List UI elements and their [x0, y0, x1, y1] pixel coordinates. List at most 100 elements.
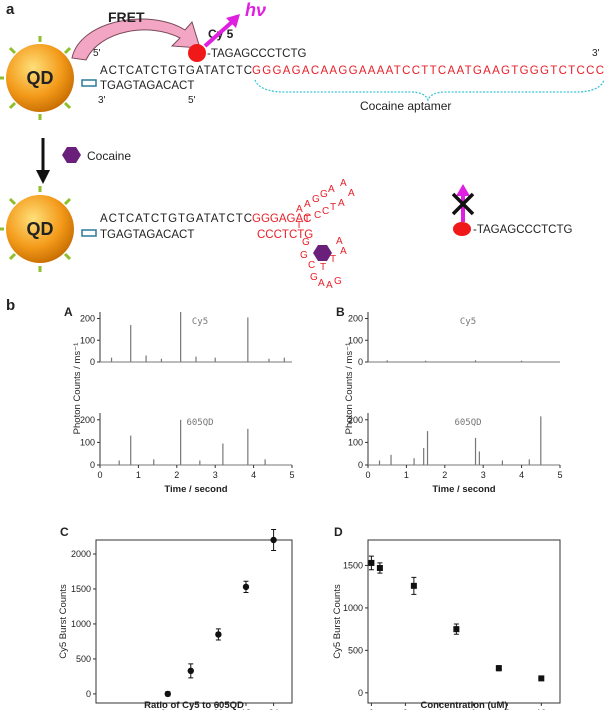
y-tick-label: 200 — [348, 415, 363, 425]
x-tick-label: 5 — [557, 470, 562, 480]
stem-sequence: CCCTCTG — [257, 229, 313, 241]
loop-base: A — [340, 246, 347, 257]
y-tick-label: 100 — [80, 437, 95, 447]
data-point — [538, 675, 545, 682]
sequence: TGAGTAGACACT — [100, 80, 194, 92]
y-axis-label: Cy5 Burst Counts — [58, 584, 69, 659]
x-axis-label: Time / second — [432, 484, 495, 495]
sequence: TGAGTAGACACT — [100, 229, 194, 241]
data-point — [270, 536, 277, 544]
y-tick-label: 1000 — [71, 619, 91, 629]
loop-base: A — [296, 204, 303, 215]
emission-arrow-head — [226, 14, 240, 28]
blocked-emission-head — [456, 184, 470, 196]
subplot-label: 605QD — [186, 418, 213, 428]
sequence: ACTCATCTGTGATATCTC — [100, 213, 252, 225]
y-tick-label: 0 — [358, 688, 363, 698]
loop-base: T — [304, 214, 310, 225]
x-tick-label: 0 — [161, 708, 166, 710]
y-tick-label: 1000 — [343, 603, 363, 613]
sequence: ACTCATCTGTGATATCTC — [100, 65, 252, 77]
y-tick-label: 100 — [348, 335, 363, 345]
y-tick-label: 0 — [86, 689, 91, 699]
cocaine-molecule — [62, 147, 81, 163]
loop-base: C — [314, 210, 321, 221]
qd-spikes — [0, 36, 72, 272]
subplot-label: 605QD — [454, 418, 481, 428]
y-tick-label: 2000 — [71, 549, 91, 559]
panel-label: C — [60, 525, 69, 539]
y-tick-label: 100 — [348, 437, 363, 447]
data-point — [215, 631, 222, 638]
data-point — [187, 667, 194, 675]
sequence: -TAGAGCCCTCTG — [473, 224, 573, 236]
x-tick-label: 24 — [269, 708, 279, 710]
x-tick-label: 4 — [437, 708, 442, 710]
qd-label: QD — [27, 219, 54, 239]
x-tick-label: 0 — [365, 470, 370, 480]
reaction-arrow-head — [36, 170, 50, 184]
linker — [81, 229, 97, 237]
y-tick-label: 0 — [358, 357, 363, 367]
y-axis-label: Photon Counts / ms⁻¹ — [72, 343, 83, 435]
x-tick-label: 4 — [519, 470, 524, 480]
x-tick-label: 10 — [536, 708, 546, 710]
loop-base: T — [320, 262, 326, 273]
y-tick-label: 500 — [76, 654, 91, 664]
x-tick-label: 3 — [213, 470, 218, 480]
data-point — [368, 559, 375, 566]
aptamer-sequence: GGGAGACAAGGAAAATCCTTCAATGAAGTGGGTCTCCC — [252, 65, 604, 77]
loop-base: A — [338, 198, 345, 209]
loop-base: G — [312, 194, 320, 205]
aptamer-label: Cocaine aptamer — [360, 99, 451, 113]
loop-base: G — [320, 189, 328, 200]
loop-base: G — [310, 272, 318, 283]
quantum-dot — [6, 44, 74, 112]
panel-label: A — [64, 305, 73, 319]
y-tick-label: 500 — [348, 645, 363, 655]
subplot-label: Cy5 — [192, 317, 208, 327]
x-tick-label: 6 — [471, 708, 476, 710]
data-point — [410, 582, 417, 589]
x-tick-label: 2 — [174, 470, 179, 480]
cross-mark — [451, 192, 475, 216]
x-tick-label: 2 — [442, 470, 447, 480]
x-tick-label: 1 — [404, 470, 409, 480]
panel-label: B — [336, 305, 345, 319]
prime-label: 5' — [93, 48, 101, 59]
x-tick-label: 3 — [481, 470, 486, 480]
stem-sequence: GGGAGAC — [252, 213, 311, 225]
quantum-dot — [6, 195, 74, 263]
y-tick-label: 1500 — [71, 584, 91, 594]
x-tick-label: 5 — [289, 470, 294, 480]
x-tick-label: 6 — [188, 708, 193, 710]
y-tick-label: 200 — [80, 415, 95, 425]
x-tick-label: 1 — [136, 470, 141, 480]
y-tick-label: 0 — [90, 460, 95, 470]
loop-base: A — [348, 188, 355, 199]
sequence: -TAGAGCCCTCTG — [207, 48, 307, 60]
loop-base: A — [340, 178, 347, 189]
hv-label: hν — [245, 0, 266, 20]
x-tick-label: 4 — [251, 470, 256, 480]
emission-arrow — [203, 20, 234, 48]
panel-label: b — [6, 297, 15, 314]
loop-base: C — [322, 206, 329, 217]
loop-base: A — [336, 236, 343, 247]
prime-label: 5' — [188, 95, 196, 106]
loop-base: T — [330, 254, 336, 265]
cocaine-label: Cocaine — [87, 149, 131, 163]
x-tick-label: 8 — [505, 708, 510, 710]
x-axis-label: Ratio of Cy5 to 605QD — [144, 700, 244, 710]
loop-base: A — [328, 184, 335, 195]
loop-base: C — [308, 260, 315, 271]
plot-frame — [95, 539, 293, 704]
x-tick-label: 18 — [241, 708, 251, 710]
data-point — [453, 626, 460, 633]
data-point — [242, 583, 250, 591]
y-axis-label: Photon Counts / ms⁻¹ — [344, 343, 355, 435]
y-tick-label: 200 — [80, 314, 95, 324]
linker — [81, 79, 97, 87]
loop-base: G — [302, 237, 310, 248]
